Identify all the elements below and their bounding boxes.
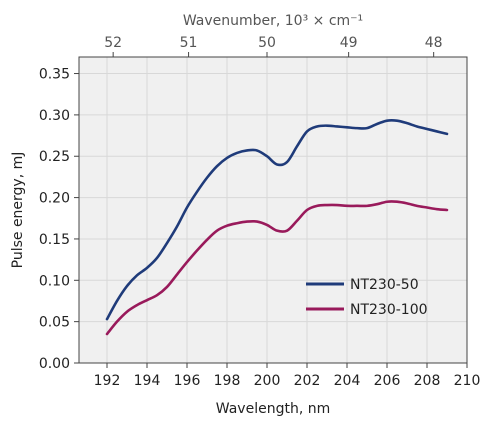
x-tick-label: 202: [294, 373, 321, 389]
top-tick-label: 49: [340, 35, 358, 51]
x-tick-label: 204: [334, 373, 361, 389]
y-tick-label: 0.35: [39, 67, 70, 83]
series-line-nt230-100: [105, 200, 449, 336]
x-tick-label: 196: [174, 373, 201, 389]
y-axis-label: Pulse energy, mJ: [10, 152, 26, 269]
x-tick-label: 200: [254, 373, 281, 389]
top-tick-label: 48: [425, 35, 443, 51]
axes: 192 194 196 198 200 202 204 206 208 210 0.00 0.05 0.…: [39, 35, 481, 389]
plot-frame: [78, 56, 468, 364]
series-lines: [105, 119, 449, 336]
legend-label-nt230-100: NT230-100: [350, 302, 428, 318]
x-tick-label: 208: [414, 373, 441, 389]
x-tick-label: 192: [94, 373, 121, 389]
top-tick-label: 52: [104, 35, 122, 51]
series-line-nt230-50: [105, 119, 449, 321]
y-tick-label: 0.00: [39, 356, 70, 372]
y-tick-label: 0.15: [39, 232, 70, 248]
y-tick-label: 0.20: [39, 191, 70, 207]
x-axis-label: Wavelength, nm: [216, 401, 330, 417]
y-tick-label: 0.10: [39, 273, 70, 289]
grid: [79, 57, 467, 363]
legend-label-nt230-50: NT230-50: [350, 277, 419, 293]
x-tick-label: 194: [134, 373, 161, 389]
legend: NT230-50 NT230-100: [306, 277, 428, 318]
x-tick-label: 210: [454, 373, 481, 389]
top-tick-label: 51: [180, 35, 198, 51]
top-tick-label: 50: [258, 35, 276, 51]
x-tick-label: 206: [374, 373, 401, 389]
y-tick-label: 0.05: [39, 315, 70, 331]
y-tick-label: 0.30: [39, 108, 70, 124]
y-tick-label: 0.25: [39, 149, 70, 165]
x-tick-label: 198: [214, 373, 241, 389]
top-axis-label: Wavenumber, 10³ × cm⁻¹: [183, 13, 363, 29]
plot-area: [79, 57, 467, 363]
